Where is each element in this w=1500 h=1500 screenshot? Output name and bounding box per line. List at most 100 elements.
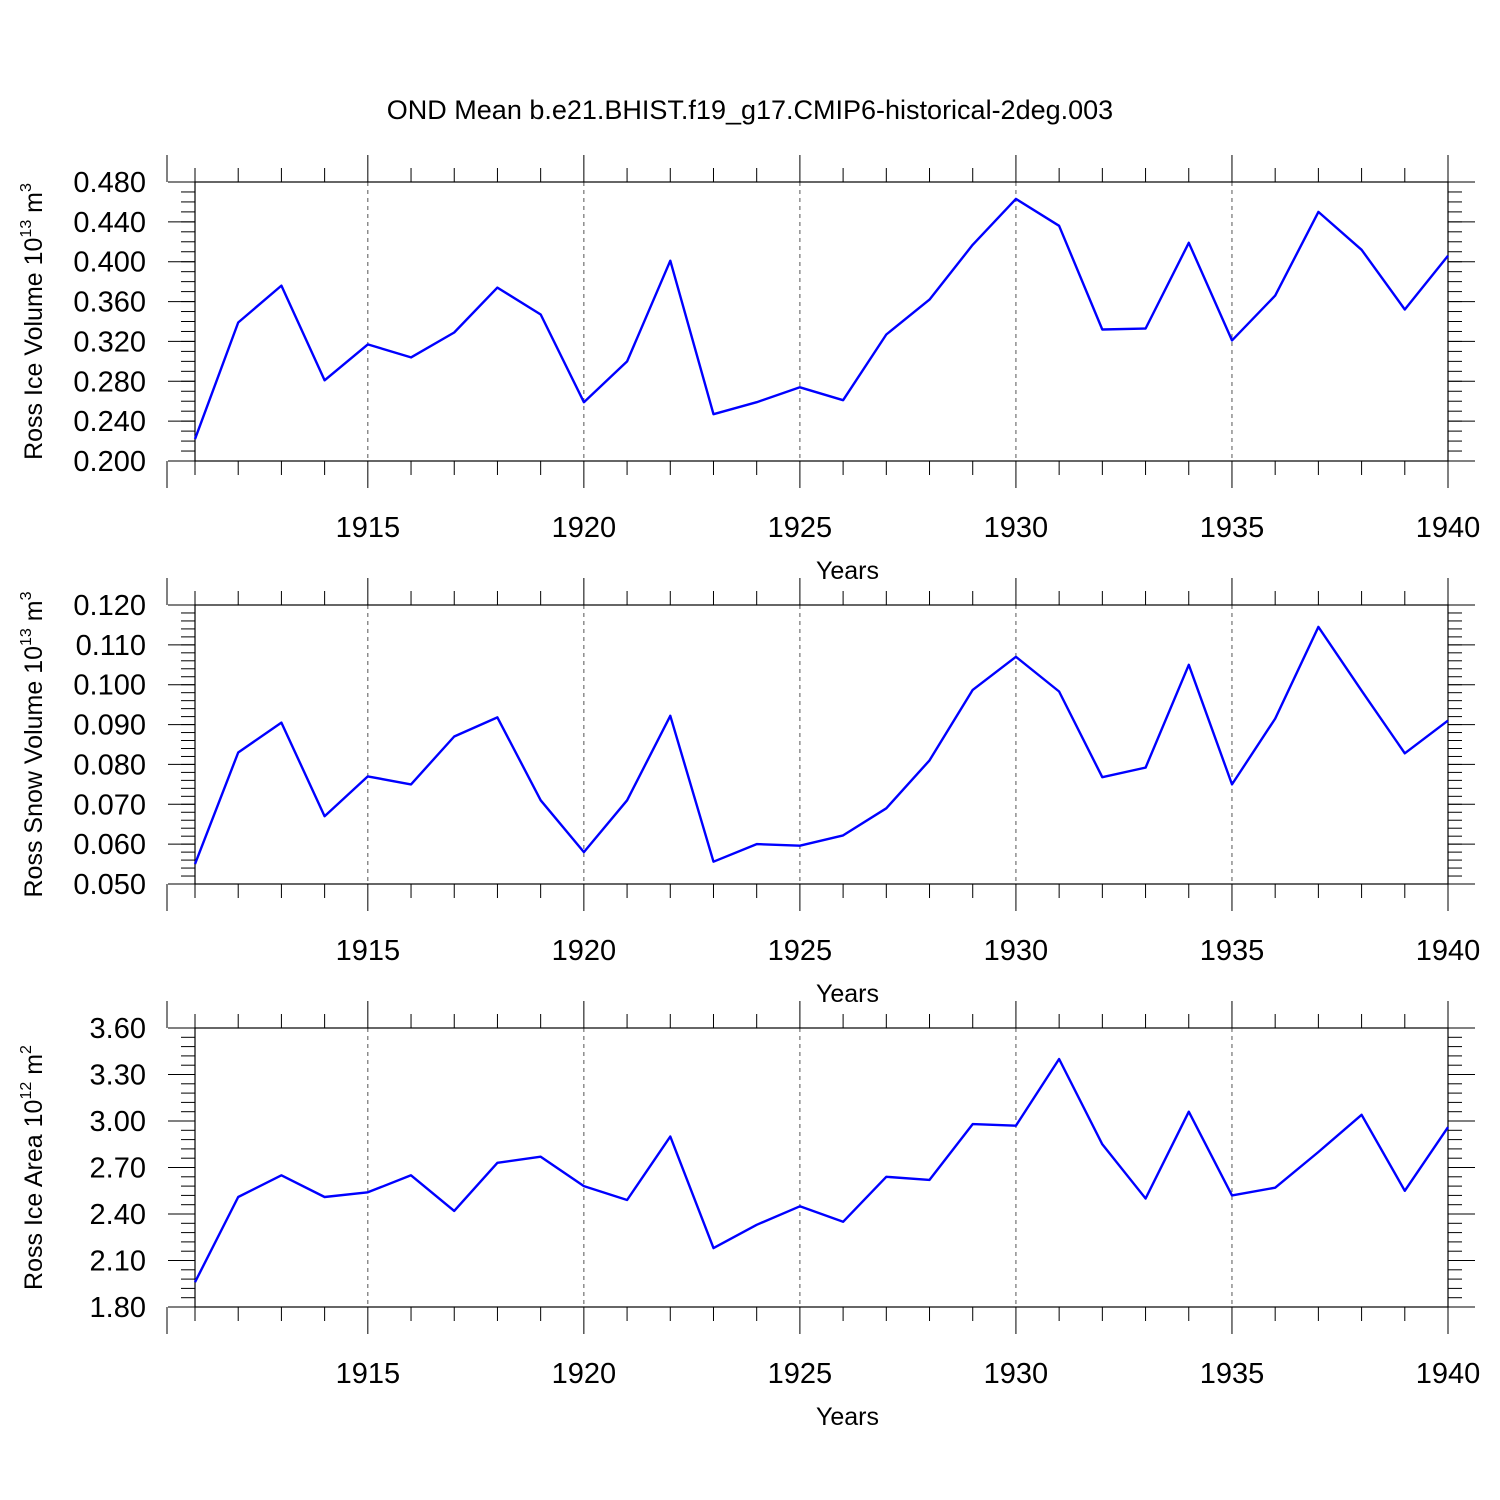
data-point [409,1173,413,1177]
data-point [1144,766,1148,770]
y-axis-title-text: Ross Ice Volume 10 [20,238,48,460]
data-point [971,243,975,247]
panel-ross-ice-volume: 1915 1920 1925 1930 1935 1940 0.200 0.240 0.280 0… [18,155,1480,585]
data-point [711,412,715,416]
data-point [452,1209,456,1213]
data-point [884,332,888,336]
x-tick-label: 1920 [552,935,617,967]
y-axis-title-unit-exp: 3 [18,591,35,600]
data-point [1403,308,1407,312]
data-point [668,259,672,263]
y-axis-title-unit: m [20,1054,48,1082]
data-point [841,398,845,402]
data-point [236,320,240,324]
panel-ross-ice-area: 1915 1920 1925 1930 1935 1940 1.80 2.10 2.40 2.70… [18,1001,1480,1431]
data-point [1187,241,1191,245]
data-point [711,1246,715,1250]
data-point [323,814,327,818]
data-point [1144,1197,1148,1201]
data-point [798,1204,802,1208]
series-line [193,197,1449,440]
x-tick-label: 1915 [336,1358,401,1390]
data-point [1187,1110,1191,1114]
data-point [1446,254,1450,258]
series-line [193,1057,1449,1283]
data-point [1403,751,1407,755]
data-point [1316,1150,1320,1154]
data-point [279,284,283,288]
data-point [582,400,586,404]
data-point [452,330,456,334]
y-tick-label: 0.060 [73,829,146,861]
data-point [1014,1124,1018,1128]
y-axis-title-unit: m [20,192,48,220]
y-tick-label: 0.200 [73,446,146,478]
data-point [928,1178,932,1182]
data-point [582,1184,586,1188]
data-point [236,1195,240,1199]
data-point [755,400,759,404]
x-tick-label: 1925 [768,512,833,544]
y-axis-title-unit-exp: 3 [18,183,35,192]
data-point [539,798,543,802]
data-point [323,378,327,382]
y-axis-title-text: Ross Ice Area 10 [20,1100,48,1290]
data-point [495,286,499,290]
data-point [409,355,413,359]
y-tick-label: 2.70 [90,1153,146,1185]
data-point [1273,1186,1277,1190]
data-point [1057,689,1061,693]
data-point [539,313,543,317]
data-point [1014,655,1018,659]
x-tick-label: 1920 [552,512,617,544]
plot-frame [194,181,1449,462]
y-axis-title-exp: 12 [18,1082,35,1100]
y-axis-title-unit-exp: 2 [18,1045,35,1054]
data-point [1187,663,1191,667]
y-tick-label: 0.090 [73,710,146,742]
data-point [625,359,629,363]
data-point [884,806,888,810]
y-axis-title: Ross Snow Volume 1013 m3 [18,591,48,897]
y-axis-title-text: Ross Snow Volume 10 [20,646,48,898]
x-tick-label: 1930 [984,935,1049,967]
data-point [323,1195,327,1199]
data-point [625,798,629,802]
y-tick-label: 3.60 [90,1013,146,1045]
data-point [928,758,932,762]
y-tick-label: 0.070 [73,789,146,821]
data-point [1446,1125,1450,1129]
data-point [366,774,370,778]
data-point [1230,1193,1234,1197]
data-point [1014,197,1018,201]
data-point [495,715,499,719]
data-point [193,437,197,441]
data-point [1360,1113,1364,1117]
y-tick-label: 0.240 [73,406,146,438]
data-point [1316,625,1320,629]
data-point [1144,326,1148,330]
y-tick-label: 0.400 [73,247,146,279]
data-point [1057,1057,1061,1061]
x-tick-label: 1915 [336,935,401,967]
x-tick-label: 1925 [768,935,833,967]
data-point [1100,327,1104,331]
data-point [841,833,845,837]
x-tick-label: 1935 [1200,935,1265,967]
data-point [1446,719,1450,723]
data-point [366,342,370,346]
data-point [1403,1189,1407,1193]
y-axis-title-exp: 13 [18,220,35,238]
y-tick-label: 0.320 [73,326,146,358]
y-tick-label: 0.360 [73,287,146,319]
data-point [539,1155,543,1159]
panel-ross-snow-volume: 1915 1920 1925 1930 1935 1940 0.050 0.060 0.070 0… [18,578,1480,1008]
plot-frame [194,604,1449,885]
y-tick-label: 3.30 [90,1060,146,1092]
data-point [1057,224,1061,228]
y-axis-title-unit: m [20,600,48,628]
data-point [928,298,932,302]
x-tick-label: 1920 [552,1358,617,1390]
data-point [1316,210,1320,214]
